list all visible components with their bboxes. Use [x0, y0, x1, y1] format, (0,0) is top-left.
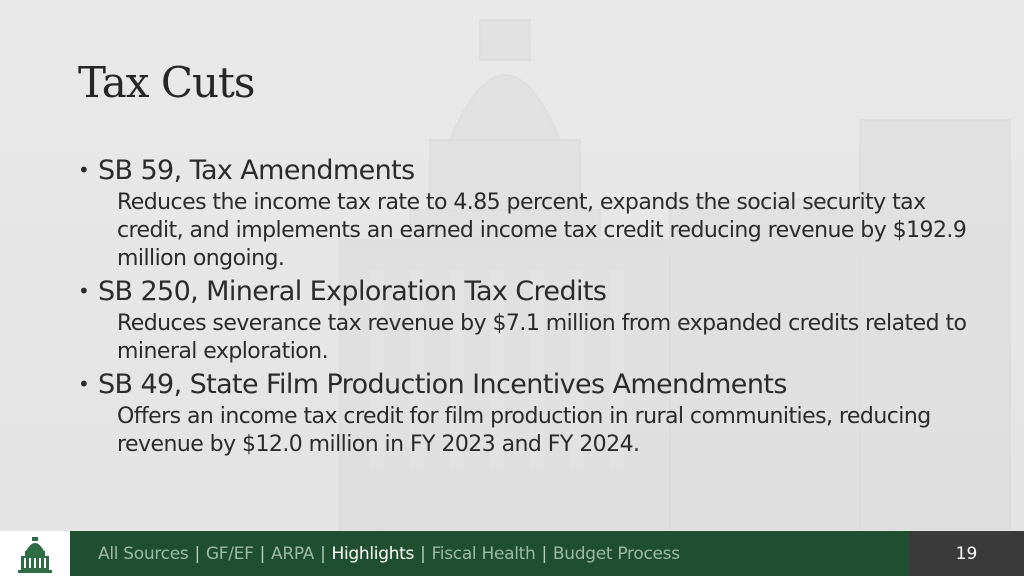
nav-link-budget-process[interactable]: Budget Process: [552, 543, 680, 564]
bullet-heading: SB 49, State Film Production Incentives …: [98, 369, 787, 400]
bullet-icon: •: [78, 279, 90, 303]
nav-separator: |: [194, 543, 200, 564]
slide-title: Tax Cuts: [78, 58, 255, 107]
capitol-dome-icon: [18, 537, 52, 573]
nav-link-arpa[interactable]: ARPA: [271, 543, 315, 564]
bullet-item: • SB 49, State Film Production Incentive…: [78, 366, 978, 459]
nav-link-fiscal-health[interactable]: Fiscal Health: [431, 543, 536, 564]
capitol-watermark-icon: [339, 19, 1011, 530]
bullet-item: • SB 59, Tax Amendments Reduces the inco…: [78, 152, 978, 273]
footer-logo: [0, 531, 70, 576]
footer: All Sources | GF/EF | ARPA | Highlights …: [0, 531, 1024, 576]
bullet-icon: •: [78, 158, 90, 182]
nav-link-gf-ef[interactable]: GF/EF: [205, 543, 254, 564]
bullet-icon: •: [78, 372, 90, 396]
bullet-item: • SB 250, Mineral Exploration Tax Credit…: [78, 273, 978, 366]
nav-separator: |: [420, 543, 426, 564]
bullet-heading: SB 250, Mineral Exploration Tax Credits: [98, 276, 607, 307]
nav-separator: |: [541, 543, 547, 564]
bullet-description: Offers an income tax credit for film pro…: [117, 404, 931, 457]
bullet-heading: SB 59, Tax Amendments: [98, 155, 415, 186]
nav-separator: |: [320, 543, 326, 564]
nav-link-highlights[interactable]: Highlights: [331, 543, 415, 564]
footer-nav: All Sources | GF/EF | ARPA | Highlights …: [70, 531, 909, 576]
page-number: 19: [909, 531, 1024, 576]
bullet-description: Reduces severance tax revenue by $7.1 mi…: [117, 311, 967, 364]
bullet-description: Reduces the income tax rate to 4.85 perc…: [117, 190, 967, 271]
nav-separator: |: [259, 543, 266, 564]
nav-link-all-sources[interactable]: All Sources: [98, 543, 189, 564]
bullet-list: • SB 59, Tax Amendments Reduces the inco…: [78, 152, 978, 459]
